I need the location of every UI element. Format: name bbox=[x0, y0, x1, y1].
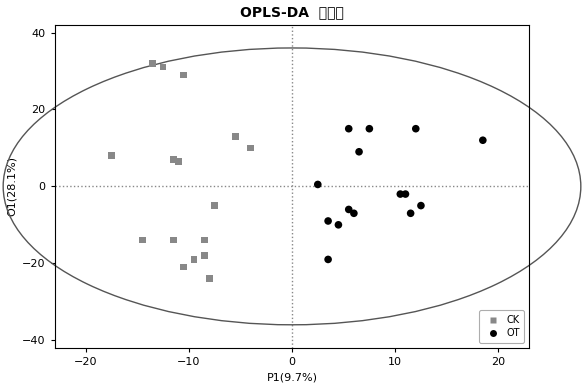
Point bbox=[354, 149, 364, 155]
Point bbox=[107, 152, 116, 159]
Point bbox=[349, 210, 359, 217]
Point bbox=[344, 206, 353, 213]
Point bbox=[179, 264, 189, 270]
Point bbox=[395, 191, 405, 197]
Point bbox=[138, 237, 147, 243]
Point bbox=[179, 72, 189, 78]
Point bbox=[246, 145, 255, 151]
Point bbox=[364, 126, 374, 132]
Point bbox=[333, 222, 343, 228]
Point bbox=[344, 126, 353, 132]
Point bbox=[401, 191, 410, 197]
Title: OPLS-DA  得分图: OPLS-DA 得分图 bbox=[240, 5, 344, 19]
Legend: CK, OT: CK, OT bbox=[479, 310, 524, 343]
Point bbox=[174, 158, 183, 165]
Point bbox=[169, 156, 178, 163]
Point bbox=[200, 253, 209, 259]
Point bbox=[210, 203, 220, 209]
Point bbox=[169, 237, 178, 243]
Point bbox=[313, 181, 322, 187]
Point bbox=[205, 275, 214, 282]
Point bbox=[200, 237, 209, 243]
Point bbox=[406, 210, 415, 217]
Point bbox=[148, 60, 158, 66]
Point bbox=[478, 137, 488, 143]
Point bbox=[231, 133, 240, 140]
Point bbox=[411, 126, 420, 132]
Point bbox=[416, 203, 426, 209]
X-axis label: P1(9.7%): P1(9.7%) bbox=[266, 372, 318, 383]
Point bbox=[324, 256, 333, 263]
Y-axis label: O1(28.1%): O1(28.1%) bbox=[6, 156, 17, 217]
Point bbox=[324, 218, 333, 224]
Point bbox=[189, 256, 199, 263]
Point bbox=[158, 64, 168, 70]
